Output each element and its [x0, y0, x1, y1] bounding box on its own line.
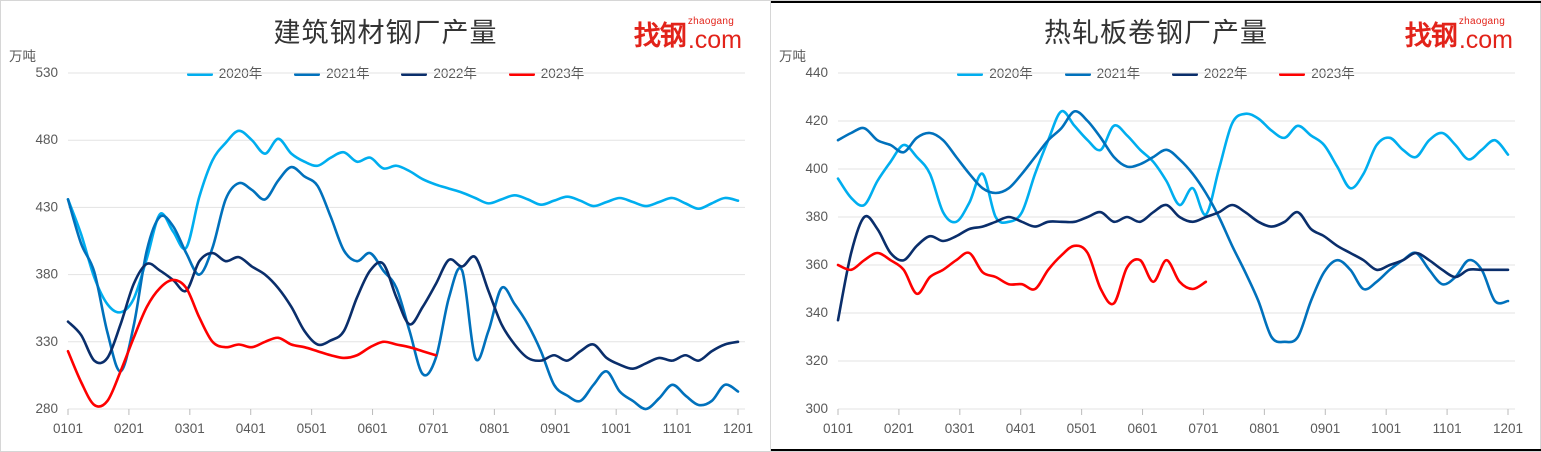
svg-text:0501: 0501: [1067, 421, 1097, 436]
svg-text:440: 440: [805, 65, 828, 80]
svg-text:480: 480: [35, 132, 58, 147]
svg-text:1001: 1001: [1371, 421, 1401, 436]
svg-text:0801: 0801: [479, 421, 509, 436]
svg-text:1101: 1101: [1433, 421, 1462, 436]
svg-text:0801: 0801: [1249, 421, 1279, 436]
svg-text:0201: 0201: [114, 421, 144, 436]
svg-text:1101: 1101: [663, 421, 692, 436]
svg-text:0601: 0601: [1128, 421, 1158, 436]
svg-text:430: 430: [35, 199, 58, 214]
svg-text:0401: 0401: [1006, 421, 1036, 436]
svg-text:320: 320: [805, 353, 828, 368]
svg-text:420: 420: [805, 113, 828, 128]
svg-text:0701: 0701: [1188, 421, 1218, 436]
svg-text:340: 340: [805, 305, 828, 320]
svg-text:400: 400: [805, 161, 828, 176]
svg-text:530: 530: [35, 65, 58, 80]
svg-text:380: 380: [805, 209, 828, 224]
svg-text:0301: 0301: [175, 421, 205, 436]
svg-text:380: 380: [35, 267, 58, 282]
svg-text:1201: 1201: [723, 421, 753, 436]
svg-text:0901: 0901: [540, 421, 570, 436]
svg-text:0401: 0401: [236, 421, 266, 436]
svg-text:0501: 0501: [297, 421, 327, 436]
svg-text:1201: 1201: [1493, 421, 1523, 436]
svg-text:300: 300: [805, 401, 828, 416]
svg-text:330: 330: [35, 334, 58, 349]
svg-text:0101: 0101: [53, 421, 83, 436]
svg-text:0201: 0201: [884, 421, 914, 436]
svg-text:0701: 0701: [418, 421, 448, 436]
svg-text:0601: 0601: [358, 421, 388, 436]
svg-text:0301: 0301: [945, 421, 975, 436]
svg-text:0101: 0101: [823, 421, 853, 436]
svg-text:1001: 1001: [601, 421, 631, 436]
svg-text:360: 360: [805, 257, 828, 272]
svg-text:0901: 0901: [1310, 421, 1340, 436]
svg-text:280: 280: [35, 401, 58, 416]
